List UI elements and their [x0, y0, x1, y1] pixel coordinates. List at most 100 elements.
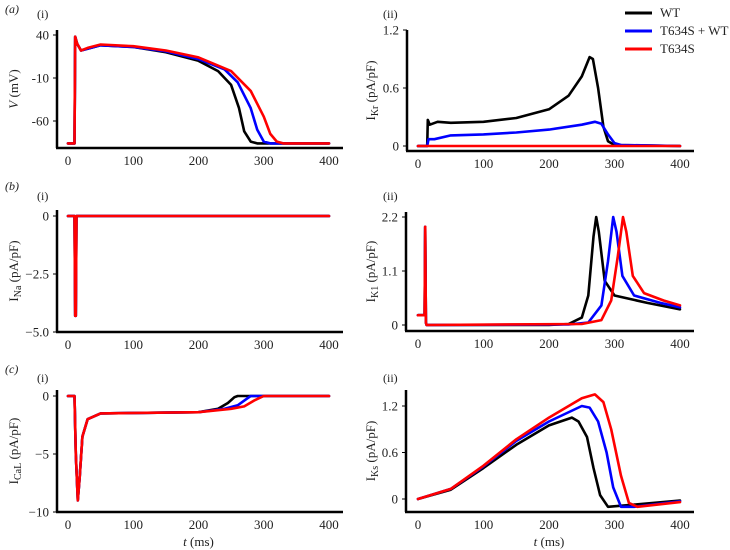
y-tick-label: −5	[35, 447, 49, 462]
x-tick-label: 0	[415, 517, 422, 532]
subpanel-label: (i)	[37, 189, 48, 203]
y-tick-label: 0.6	[383, 81, 400, 96]
x-label-unit: (ms)	[187, 534, 214, 549]
x-tick-label: 400	[319, 517, 339, 532]
series-line-t634s	[66, 214, 331, 318]
y-label-main: I	[6, 297, 21, 301]
x-label-unit: (ms)	[537, 534, 564, 549]
x-tick-label: 400	[670, 156, 690, 171]
y-label-unit: (pA/pF)	[363, 421, 378, 466]
y-tick-label: 0	[392, 318, 399, 333]
x-tick-label: 300	[254, 153, 274, 168]
panel-4: (ii) 0 100 200 300 400 2.2 1.1 0 IK1 (pA/pF)	[363, 189, 694, 351]
x-tick-label: 0	[65, 337, 72, 352]
x-tick-label: 200	[539, 156, 559, 171]
y-label-subscript: CaL	[13, 463, 24, 480]
x-axis-label: t (ms)	[183, 534, 214, 549]
y-tick-label: 1.2	[383, 23, 399, 38]
y-tick-label: 1.2	[382, 399, 398, 414]
x-tick-label: 400	[319, 153, 339, 168]
y-tick-label: 0	[43, 389, 50, 404]
panel-label: (a)	[5, 2, 19, 16]
series-line-t634s-wt	[416, 404, 682, 509]
y-label-subscript: Na	[13, 285, 24, 297]
y-tick-label: 0	[43, 209, 50, 224]
series-line-t634s-wt	[66, 214, 331, 318]
x-tick-label: 300	[605, 336, 625, 351]
subpanel-label: (ii)	[383, 189, 398, 203]
x-tick-label: 100	[474, 156, 494, 171]
series-line-wt	[66, 214, 331, 318]
y-tick-label: -10	[32, 71, 49, 86]
subpanel-label: (ii)	[383, 371, 398, 385]
y-axis-label: IK1 (pA/pF)	[363, 241, 381, 303]
x-tick-label: 100	[124, 337, 144, 352]
legend-entry-t634s-wt: T634S + WT	[625, 23, 729, 38]
x-tick-label: 400	[670, 517, 690, 532]
series-line-t634s	[416, 215, 682, 327]
x-tick-label: 200	[189, 337, 209, 352]
y-tick-label: 40	[36, 28, 49, 43]
series-line-t634s	[416, 393, 682, 509]
y-axis-label: IKs (pA/pF)	[363, 421, 381, 482]
subpanel-label: (i)	[37, 371, 48, 385]
x-tick-label: 100	[124, 153, 144, 168]
y-tick-label: 1.1	[382, 264, 398, 279]
panel-6: (ii) 0 100 200 300 400 1.2 0.6 0 IKs (pA/pF) t (ms…	[363, 371, 694, 549]
series-line-t634s-wt	[66, 35, 331, 145]
y-label-unit: (pA/pF)	[6, 240, 21, 285]
x-tick-label: 100	[474, 517, 494, 532]
y-tick-label: 2.2	[382, 210, 398, 225]
y-axis-label: V (mV)	[6, 69, 21, 108]
x-tick-label: 0	[65, 153, 72, 168]
y-tick-label: 0	[393, 139, 400, 154]
series-line-t634s	[66, 35, 331, 145]
y-label-main: I	[363, 116, 378, 120]
legend-entry-t634s: T634S	[625, 41, 695, 56]
legend-label: T634S	[660, 41, 695, 56]
subpanel-label: (i)	[37, 7, 48, 21]
series-line-wt	[416, 55, 682, 148]
y-label-main: I	[6, 480, 21, 484]
x-tick-label: 200	[539, 517, 559, 532]
legend-entry-wt: WT	[625, 5, 680, 20]
y-tick-label: 0	[392, 492, 399, 507]
x-tick-label: 300	[605, 517, 625, 532]
panel-2: (ii) 0 100 200 300 400 1.2 0.6 0 IKr (pA/pF)	[363, 7, 694, 171]
y-label-subscript: Kr	[370, 105, 381, 116]
series-line-t634s-wt	[416, 215, 682, 327]
x-tick-label: 400	[319, 337, 339, 352]
panel-label: (b)	[5, 179, 19, 193]
x-tick-label: 200	[189, 153, 209, 168]
panel-label: (c)	[5, 362, 18, 376]
x-tick-label: 100	[124, 517, 144, 532]
y-axis-label: INa (pA/pF)	[6, 240, 24, 301]
x-label-var: t	[183, 534, 187, 549]
y-label-main: I	[363, 477, 378, 481]
y-label-unit: (mV)	[6, 69, 21, 100]
y-tick-label: -60	[32, 114, 49, 129]
x-tick-label: 200	[189, 517, 209, 532]
y-label-unit: (pA/pF)	[6, 418, 21, 463]
series-line-wt	[66, 35, 331, 145]
y-tick-label: 0.6	[382, 445, 399, 460]
y-tick-label: −5.0	[25, 325, 49, 340]
y-label-subscript: Ks	[370, 466, 381, 477]
y-label-main: I	[363, 298, 378, 302]
legend: WT T634S + WT T634S	[625, 5, 729, 56]
series-line-t634s-wt	[416, 120, 682, 148]
panel-1: (a) (i) 0 100 200 300 400 40 -10 -60 V (mV)	[5, 2, 343, 168]
x-tick-label: 300	[254, 517, 274, 532]
x-tick-label: 300	[254, 337, 274, 352]
x-tick-label: 0	[415, 336, 422, 351]
x-tick-label: 200	[539, 336, 559, 351]
series-line-wt	[416, 416, 682, 509]
x-tick-label: 0	[65, 517, 72, 532]
x-label-var: t	[534, 534, 538, 549]
x-tick-label: 100	[474, 336, 494, 351]
y-label-unit: (pA/pF)	[363, 241, 378, 286]
y-label-unit: (pA/pF)	[363, 60, 378, 105]
series-line-wt	[416, 215, 682, 327]
legend-label: T634S + WT	[660, 23, 729, 38]
